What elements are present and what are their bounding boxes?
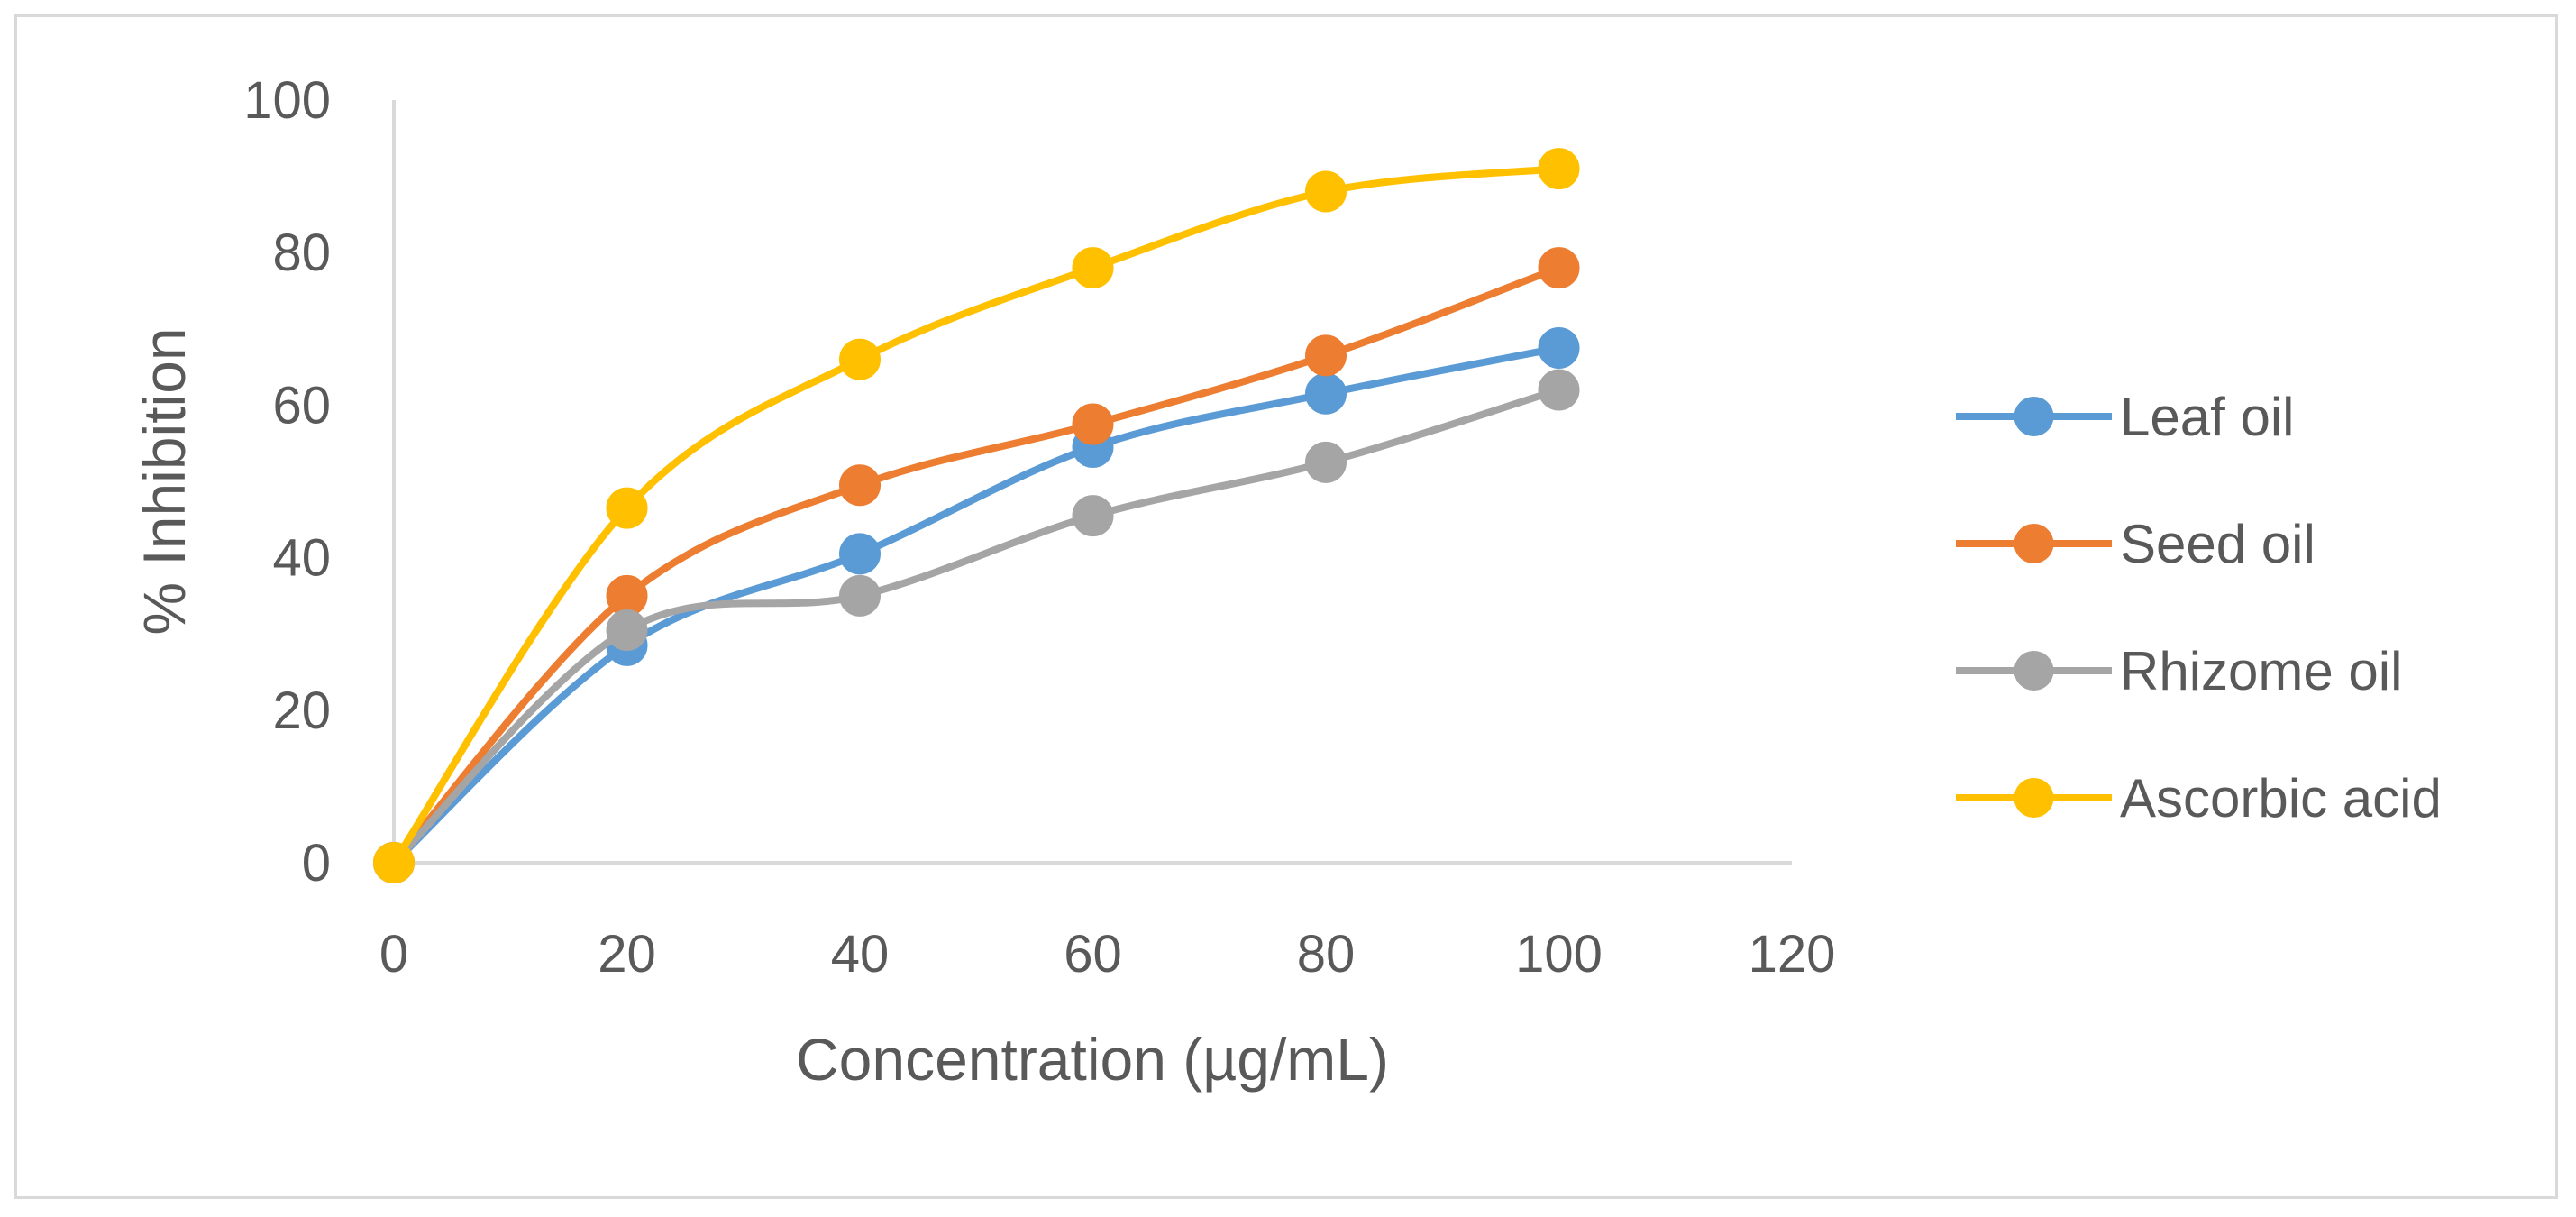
- data-point-seed-oil: [839, 464, 881, 507]
- data-point-leaf-oil: [839, 533, 881, 575]
- x-tick-label: 0: [379, 925, 408, 984]
- data-point-rhizome-oil: [1072, 495, 1114, 537]
- series-ascorbic-acid: [373, 148, 1580, 883]
- y-tick-label: 0: [302, 834, 331, 892]
- data-point-ascorbic-acid: [839, 338, 881, 380]
- data-point-rhizome-oil: [1538, 369, 1580, 411]
- chart-frame: [14, 14, 2558, 1199]
- legend-label: Seed oil: [2120, 514, 2316, 574]
- legend-item-rhizome-oil: Rhizome oil: [1956, 641, 2402, 701]
- series-seed-oil: [373, 247, 1580, 883]
- legend-marker: [2014, 397, 2054, 436]
- series-line-rhizome-oil: [390, 386, 1563, 866]
- y-tick-label: 40: [272, 529, 331, 588]
- legend-marker: [2014, 651, 2054, 691]
- y-tick-label: 80: [272, 224, 331, 282]
- y-axis-title: % Inhibition: [131, 327, 197, 635]
- data-point-seed-oil: [1305, 334, 1347, 377]
- series-line-leaf-oil: [390, 343, 1563, 866]
- data-point-rhizome-oil: [1305, 441, 1347, 483]
- data-point-ascorbic-acid: [1538, 148, 1580, 190]
- series: [373, 148, 1580, 883]
- legend-item-ascorbic-acid: Ascorbic acid: [1956, 768, 2442, 828]
- x-tick-labels: 0 20 40 60 80 100 120: [379, 925, 1836, 984]
- axes: [392, 100, 1792, 865]
- y-tick-labels: 0 20 40 60 80 100: [243, 71, 331, 892]
- series-line-ascorbic-acid: [390, 165, 1563, 866]
- x-tick-label: 120: [1749, 925, 1836, 984]
- x-tick-label: 40: [831, 925, 890, 984]
- data-point-leaf-oil: [1538, 326, 1580, 369]
- data-point-seed-oil: [1538, 247, 1580, 289]
- x-tick-label: 80: [1297, 925, 1356, 984]
- x-axis-title: Concentration (µg/mL): [796, 1026, 1389, 1093]
- legend-item-leaf-oil: Leaf oil: [1956, 387, 2294, 447]
- data-point-seed-oil: [1072, 403, 1114, 445]
- legend-label: Leaf oil: [2120, 387, 2294, 447]
- legend-marker: [2014, 524, 2054, 563]
- data-point-ascorbic-acid: [1305, 170, 1347, 213]
- legend-label: Ascorbic acid: [2120, 768, 2442, 828]
- legend-item-seed-oil: Seed oil: [1956, 514, 2316, 574]
- data-point-rhizome-oil: [606, 608, 648, 651]
- legend-label: Rhizome oil: [2120, 641, 2402, 701]
- y-tick-label: 100: [243, 71, 331, 130]
- legend: Leaf oil Seed oil Rhizome oil Ascorbic acid: [1956, 387, 2442, 828]
- data-point-ascorbic-acid: [1072, 247, 1114, 289]
- x-tick-label: 60: [1064, 925, 1122, 984]
- data-point-ascorbic-acid: [606, 487, 648, 529]
- data-point-rhizome-oil: [839, 574, 881, 617]
- series-rhizome-oil: [373, 369, 1580, 883]
- data-point-ascorbic-acid: [373, 842, 415, 883]
- series-line-seed-oil: [390, 264, 1563, 866]
- data-point-leaf-oil: [1305, 372, 1347, 415]
- x-tick-label: 20: [598, 925, 656, 984]
- y-tick-label: 60: [272, 376, 331, 435]
- legend-marker: [2014, 778, 2054, 818]
- y-tick-label: 20: [272, 682, 331, 740]
- x-tick-label: 100: [1515, 925, 1603, 984]
